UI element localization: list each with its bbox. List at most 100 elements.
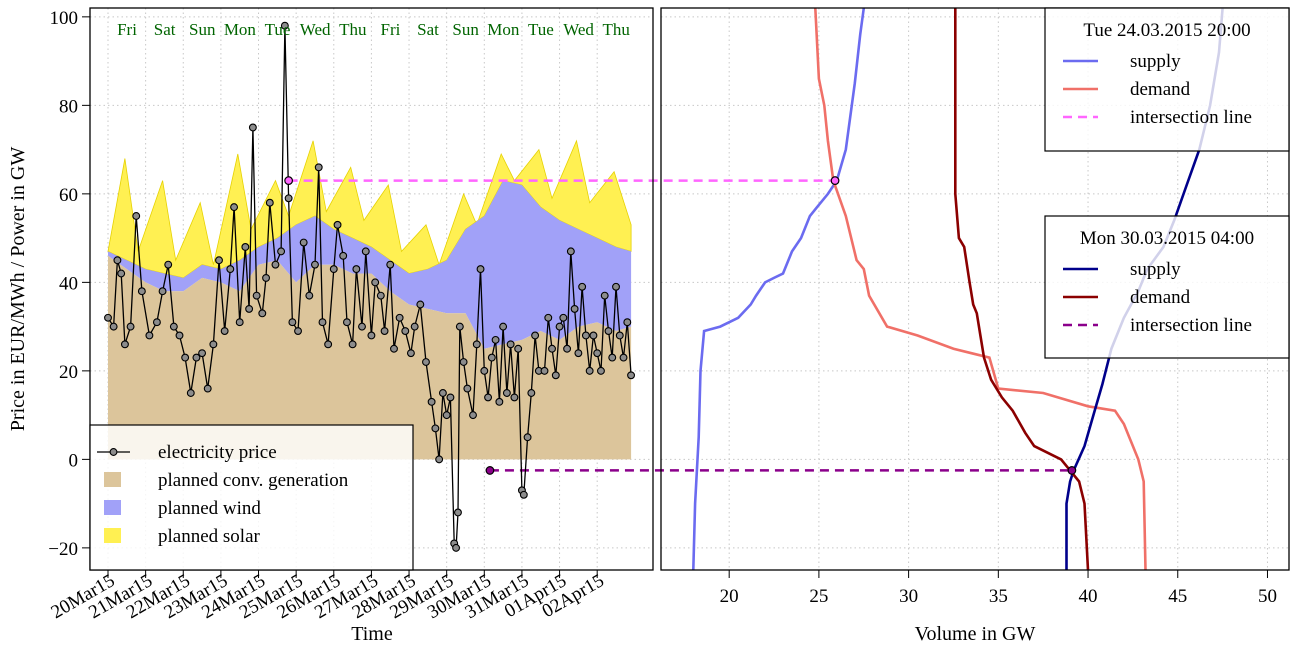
price-point <box>589 331 598 340</box>
price-point <box>506 340 515 349</box>
price-point <box>203 384 212 393</box>
price-point <box>175 331 184 340</box>
price-point <box>544 313 553 322</box>
weekday-label: Sun <box>452 20 479 39</box>
price-point <box>578 282 587 291</box>
price-point <box>230 203 239 212</box>
price-point <box>502 389 511 397</box>
weekday-label: Thu <box>339 20 367 39</box>
price-point <box>484 393 493 402</box>
price-point <box>555 322 564 331</box>
price-point <box>241 243 250 251</box>
price-point <box>126 322 135 331</box>
curve-supply <box>692 7 866 571</box>
legend-label: electricity price <box>158 442 277 463</box>
price-point <box>563 344 572 353</box>
left-y-axis-label: Price in EUR/MWh / Power in GW <box>7 147 29 432</box>
price-point <box>438 389 447 397</box>
price-point <box>333 220 342 229</box>
price-point <box>314 163 323 172</box>
price-series <box>104 21 636 552</box>
price-point <box>361 247 370 256</box>
curve-legend-label: supply <box>1130 259 1181 280</box>
price-point <box>406 349 415 358</box>
price-point <box>435 455 444 464</box>
price-point <box>169 322 178 331</box>
price-point <box>262 273 270 282</box>
price-point <box>145 331 154 340</box>
price-point <box>386 260 395 269</box>
curve-legend-title: Mon 30.03.2015 04:00 <box>1080 228 1254 249</box>
price-point <box>431 424 440 433</box>
price-point <box>288 318 297 327</box>
price-point <box>401 327 410 335</box>
price-point <box>164 260 173 269</box>
price-point <box>615 331 624 340</box>
price-point <box>132 212 141 220</box>
price-point <box>551 371 560 380</box>
curve-legend-label: intersection line <box>1130 107 1252 128</box>
curve-demand <box>814 7 1147 571</box>
price-point <box>109 322 118 331</box>
price-point <box>198 349 207 358</box>
x-tick-label: 20 <box>720 586 739 607</box>
price-point <box>113 256 122 265</box>
price-point <box>593 349 602 358</box>
price-point <box>608 353 617 362</box>
price-point <box>627 371 636 380</box>
price-point <box>311 260 319 269</box>
price-point <box>245 304 254 313</box>
price-point <box>343 318 351 327</box>
price-point <box>277 247 286 256</box>
price-point <box>371 278 380 287</box>
price-point <box>299 238 308 247</box>
right-x-axis: 20 25 30 35 40 45 50 <box>720 570 1277 607</box>
wind-area <box>108 180 632 349</box>
price-point <box>158 287 167 296</box>
weekday-label: Thu <box>602 20 630 39</box>
curve-legend-box <box>1044 7 1290 152</box>
price-point <box>352 265 361 274</box>
price-point <box>215 256 223 265</box>
price-point <box>258 309 267 318</box>
price-point <box>527 389 536 397</box>
weekday-label: Sat <box>154 20 176 39</box>
price-point <box>220 327 229 335</box>
y-tick-label: −20 <box>48 539 78 560</box>
price-point <box>117 269 126 278</box>
price-point <box>339 251 348 260</box>
curve-legend-box <box>1044 215 1290 359</box>
left-x-axis-label: Time <box>351 623 393 645</box>
price-marker <box>485 466 495 475</box>
legend-wind-swatch <box>104 500 121 515</box>
x-tick-label: 50 <box>1258 586 1277 607</box>
weekday-label: Fri <box>117 20 137 39</box>
weekday-label: Sat <box>417 20 439 39</box>
price-point <box>581 331 590 340</box>
weekday-labels: Fri Sat Sun Mon Tue Wed Thu Fri Sat Sun Mon Tue Wed T… <box>117 20 630 39</box>
price-point <box>248 123 257 132</box>
curve-legend-title: Tue 24.03.2015 20:00 <box>1083 20 1250 41</box>
price-point <box>329 265 338 274</box>
price-point <box>442 411 451 420</box>
intersection-dashes <box>288 179 1072 472</box>
weekday-label: Mon <box>487 20 520 39</box>
weekday-label: Sun <box>189 20 216 39</box>
price-point <box>574 349 583 358</box>
y-tick-label: 0 <box>69 450 79 471</box>
price-point <box>318 318 327 327</box>
x-tick-label: 45 <box>1168 586 1187 607</box>
price-point <box>612 282 620 291</box>
price-point <box>446 393 455 402</box>
price-point <box>495 397 504 406</box>
price-point <box>487 353 496 362</box>
price-point <box>305 291 314 300</box>
y-tick-label: 100 <box>50 8 79 29</box>
x-tick-label: 30 <box>899 586 918 607</box>
curve-legend-label: demand <box>1130 79 1191 100</box>
price-point <box>600 291 609 300</box>
weekday-label: Wed <box>563 20 594 39</box>
price-point <box>271 260 280 269</box>
price-point <box>459 358 468 366</box>
price-point <box>604 327 613 335</box>
